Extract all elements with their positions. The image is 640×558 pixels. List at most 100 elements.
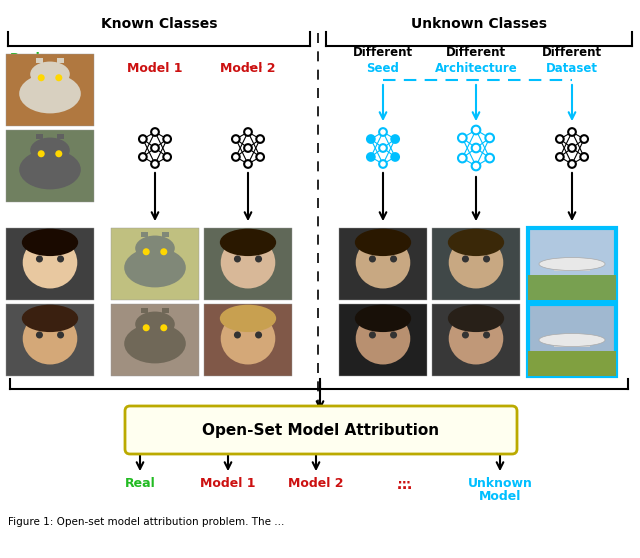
Ellipse shape <box>449 237 503 288</box>
Circle shape <box>462 256 469 262</box>
Circle shape <box>38 74 45 81</box>
Circle shape <box>458 154 467 162</box>
FancyBboxPatch shape <box>554 263 589 271</box>
Circle shape <box>485 133 494 142</box>
Circle shape <box>458 133 467 142</box>
FancyBboxPatch shape <box>6 304 94 376</box>
FancyBboxPatch shape <box>432 228 520 300</box>
Circle shape <box>462 331 469 339</box>
Circle shape <box>257 135 264 143</box>
Ellipse shape <box>30 61 70 86</box>
Circle shape <box>391 153 399 161</box>
Ellipse shape <box>221 312 275 364</box>
FancyBboxPatch shape <box>204 304 292 376</box>
Circle shape <box>485 154 494 162</box>
Text: Model 2: Model 2 <box>288 477 344 490</box>
Circle shape <box>160 324 167 331</box>
Circle shape <box>36 331 43 339</box>
Circle shape <box>255 256 262 262</box>
Circle shape <box>390 256 397 262</box>
Circle shape <box>234 256 241 262</box>
Circle shape <box>391 135 399 143</box>
FancyBboxPatch shape <box>528 304 616 376</box>
Text: ⋯: ⋯ <box>396 481 412 496</box>
FancyBboxPatch shape <box>432 304 520 376</box>
Ellipse shape <box>355 305 411 332</box>
Circle shape <box>143 324 150 331</box>
FancyArrow shape <box>57 133 64 138</box>
Text: Model 1: Model 1 <box>200 477 256 490</box>
Circle shape <box>379 128 387 136</box>
Ellipse shape <box>539 258 605 271</box>
Circle shape <box>55 74 62 81</box>
Text: ⋯: ⋯ <box>397 477 410 490</box>
Circle shape <box>244 144 252 152</box>
Circle shape <box>580 153 588 161</box>
Ellipse shape <box>539 334 605 347</box>
Circle shape <box>139 135 147 143</box>
Ellipse shape <box>355 229 411 256</box>
Circle shape <box>232 153 240 161</box>
FancyArrow shape <box>162 232 169 237</box>
Text: Model: Model <box>479 490 521 503</box>
Ellipse shape <box>220 229 276 256</box>
Text: Different: Different <box>353 46 413 59</box>
Ellipse shape <box>135 235 175 261</box>
Circle shape <box>163 153 171 161</box>
Circle shape <box>255 331 262 339</box>
Circle shape <box>483 256 490 262</box>
Circle shape <box>390 331 397 339</box>
FancyArrow shape <box>36 57 43 62</box>
Text: Known Classes: Known Classes <box>100 17 217 31</box>
FancyBboxPatch shape <box>528 275 616 300</box>
Circle shape <box>580 135 588 143</box>
Ellipse shape <box>449 312 503 364</box>
Circle shape <box>367 153 374 161</box>
Circle shape <box>556 135 564 143</box>
FancyBboxPatch shape <box>554 339 589 347</box>
Text: Dataset: Dataset <box>546 62 598 75</box>
FancyBboxPatch shape <box>339 304 427 376</box>
Circle shape <box>483 331 490 339</box>
FancyBboxPatch shape <box>6 228 94 300</box>
FancyBboxPatch shape <box>6 54 94 126</box>
Circle shape <box>472 126 480 134</box>
FancyBboxPatch shape <box>111 304 199 376</box>
Circle shape <box>556 153 564 161</box>
Ellipse shape <box>124 248 186 287</box>
Ellipse shape <box>23 312 77 364</box>
Text: Figure 1: Open-set model attribution problem. The ...: Figure 1: Open-set model attribution pro… <box>8 517 284 527</box>
Circle shape <box>568 128 576 136</box>
Circle shape <box>232 135 240 143</box>
FancyArrow shape <box>162 307 169 312</box>
Ellipse shape <box>221 237 275 288</box>
FancyArrow shape <box>141 232 148 237</box>
Text: Model 1: Model 1 <box>127 62 183 75</box>
FancyArrow shape <box>57 57 64 62</box>
Circle shape <box>163 135 171 143</box>
Circle shape <box>139 153 147 161</box>
Circle shape <box>143 248 150 255</box>
Circle shape <box>472 162 480 170</box>
FancyBboxPatch shape <box>111 228 199 300</box>
Circle shape <box>379 160 387 168</box>
FancyBboxPatch shape <box>6 130 94 202</box>
Circle shape <box>57 331 64 339</box>
Circle shape <box>369 256 376 262</box>
Ellipse shape <box>220 305 276 332</box>
Ellipse shape <box>19 74 81 113</box>
Ellipse shape <box>19 150 81 189</box>
Ellipse shape <box>22 305 78 332</box>
Ellipse shape <box>448 229 504 256</box>
Circle shape <box>36 256 43 262</box>
Ellipse shape <box>356 312 410 364</box>
Text: Seed: Seed <box>367 62 399 75</box>
Circle shape <box>244 128 252 136</box>
Text: Real: Real <box>10 52 41 65</box>
Text: Different: Different <box>446 46 506 59</box>
Ellipse shape <box>23 237 77 288</box>
Ellipse shape <box>448 305 504 332</box>
Circle shape <box>151 160 159 168</box>
Text: Architecture: Architecture <box>435 62 517 75</box>
Text: Model 2: Model 2 <box>220 62 276 75</box>
